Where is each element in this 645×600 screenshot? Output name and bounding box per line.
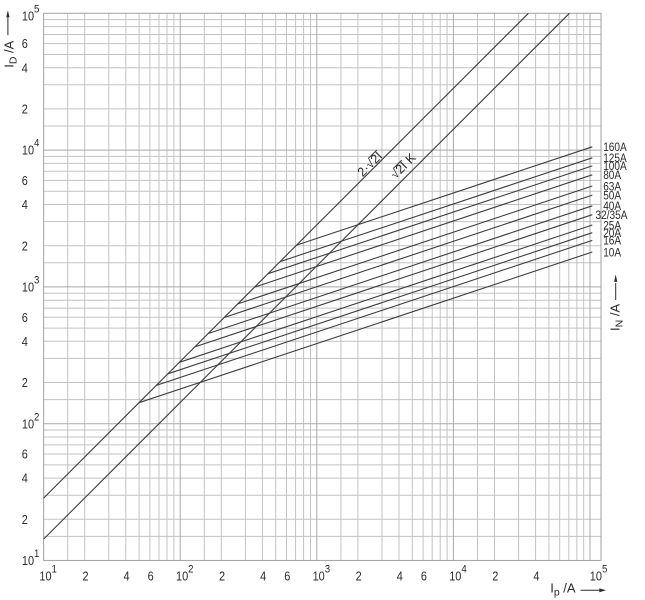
svg-text:2: 2 (22, 238, 28, 253)
svg-text:102: 102 (176, 563, 194, 584)
svg-text:103: 103 (313, 563, 331, 584)
svg-text:2: 2 (82, 568, 88, 583)
svg-text:25A: 25A (603, 220, 621, 233)
svg-text:2: 2 (22, 375, 28, 390)
svg-text:105: 105 (22, 3, 40, 24)
svg-text:6: 6 (421, 568, 427, 583)
svg-text:6: 6 (22, 447, 28, 462)
svg-text:ID /A: ID /A (2, 40, 20, 67)
svg-text:4: 4 (124, 568, 130, 583)
svg-text:50A: 50A (603, 190, 621, 203)
svg-text:104: 104 (22, 137, 40, 158)
svg-text:100A: 100A (603, 160, 627, 173)
svg-text:101: 101 (22, 547, 40, 568)
svg-text:2: 2 (356, 568, 362, 583)
svg-text:6: 6 (148, 568, 154, 583)
svg-text:6: 6 (284, 568, 290, 583)
svg-text:20A: 20A (603, 227, 621, 240)
svg-text:160A: 160A (603, 141, 627, 154)
svg-text:2: 2 (22, 102, 28, 117)
svg-text:104: 104 (449, 563, 467, 584)
svg-text:40A: 40A (603, 200, 621, 213)
svg-text:2·√2I: 2·√2I (354, 148, 385, 179)
svg-text:80A: 80A (603, 169, 621, 182)
svg-text:2: 2 (492, 568, 498, 583)
svg-text:6: 6 (22, 173, 28, 188)
svg-text:√2I K: √2I K (387, 150, 419, 182)
svg-text:4: 4 (260, 568, 266, 583)
svg-text:101: 101 (39, 563, 57, 584)
svg-text:2: 2 (22, 512, 28, 527)
svg-text:16A: 16A (603, 235, 621, 248)
svg-text:32/35A: 32/35A (596, 209, 628, 222)
svg-text:63A: 63A (603, 181, 621, 194)
svg-text:4: 4 (22, 471, 28, 486)
svg-text:4: 4 (397, 568, 403, 583)
svg-text:102: 102 (22, 411, 40, 432)
svg-text:6: 6 (22, 36, 28, 51)
svg-text:Ip /A: Ip /A (550, 580, 576, 598)
svg-text:6: 6 (22, 310, 28, 325)
svg-text:103: 103 (22, 274, 40, 295)
svg-text:125A: 125A (603, 152, 627, 165)
svg-text:4: 4 (22, 60, 28, 75)
svg-text:4: 4 (22, 334, 28, 349)
svg-text:10A: 10A (603, 247, 621, 260)
svg-text:2: 2 (219, 568, 225, 583)
svg-text:105: 105 (590, 563, 608, 584)
svg-text:4: 4 (22, 197, 28, 212)
svg-text:4: 4 (533, 568, 539, 583)
svg-text:IN /A: IN /A (608, 304, 626, 331)
